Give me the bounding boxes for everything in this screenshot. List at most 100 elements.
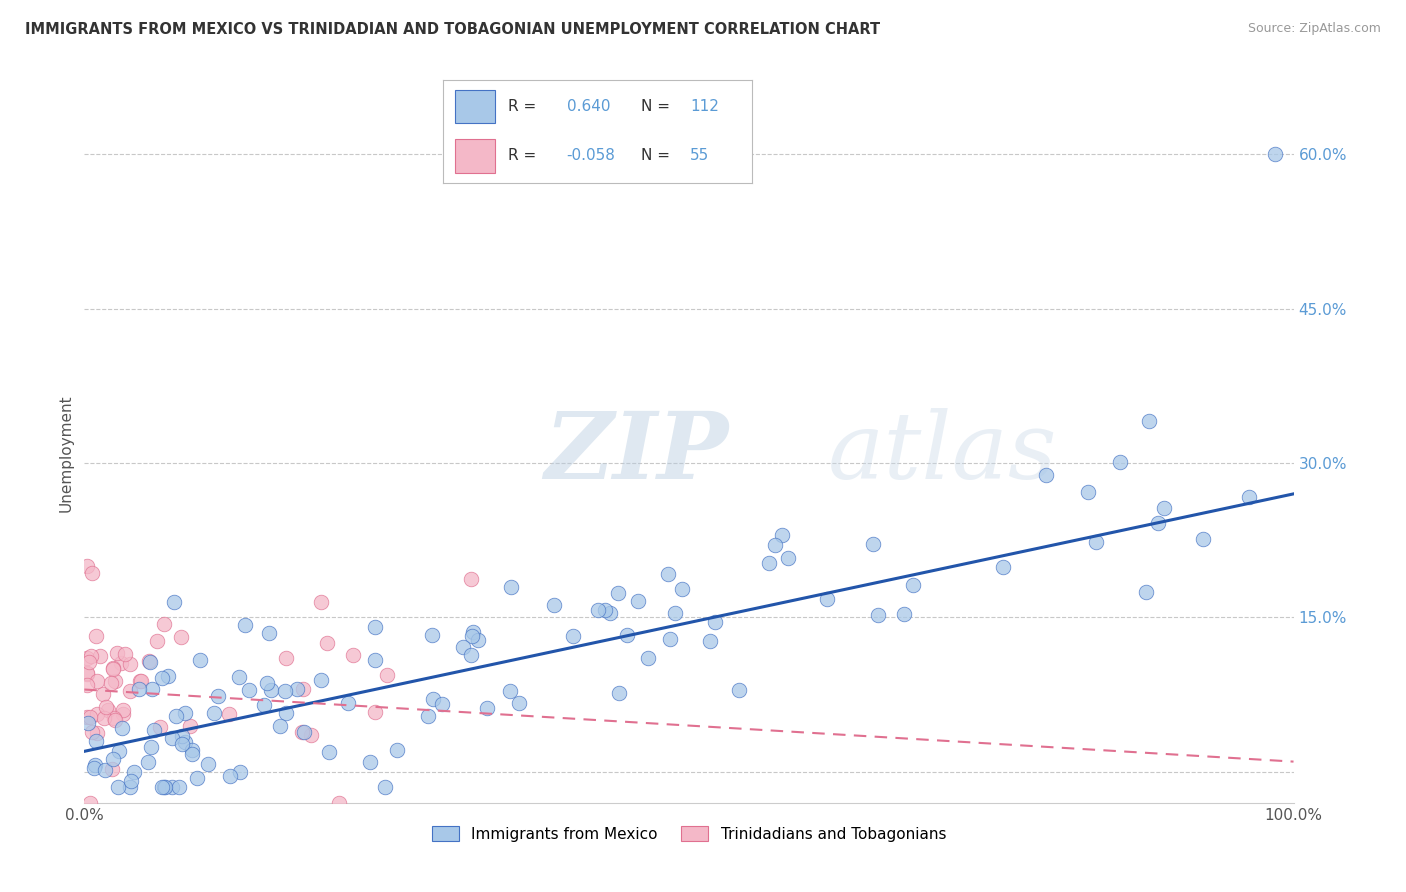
Point — [129, 674, 152, 689]
Point — [993, 559, 1015, 574]
Point — [141, 682, 163, 697]
Point — [728, 682, 751, 697]
Point — [269, 719, 291, 733]
Text: atlas: atlas — [828, 408, 1057, 498]
Point — [607, 586, 630, 600]
Point — [91, 688, 114, 702]
Point — [893, 607, 915, 622]
Point — [76, 667, 98, 681]
Point — [616, 628, 638, 642]
Point — [256, 676, 278, 690]
Point — [160, 731, 183, 745]
Point — [318, 745, 340, 759]
Point — [100, 676, 122, 690]
Point — [364, 620, 387, 634]
Point — [118, 780, 141, 795]
Point — [1085, 535, 1108, 549]
Point — [274, 651, 297, 665]
Point — [77, 716, 100, 731]
Point — [595, 603, 617, 617]
Bar — [456, 89, 495, 123]
Point — [586, 603, 609, 617]
Point — [285, 681, 308, 696]
Point — [122, 765, 145, 780]
Point — [901, 578, 924, 592]
Point — [170, 737, 193, 751]
Point — [86, 707, 108, 722]
Point — [94, 700, 117, 714]
Point — [145, 633, 167, 648]
Point — [186, 771, 208, 785]
Point — [76, 558, 98, 573]
Point — [309, 673, 332, 688]
Point — [461, 624, 484, 639]
Point — [422, 628, 444, 642]
Point — [167, 780, 190, 795]
Point — [101, 662, 124, 676]
Legend: Immigrants from Mexico, Trinidadians and Tobagonians: Immigrants from Mexico, Trinidadians and… — [426, 820, 952, 847]
Point — [233, 618, 256, 632]
Text: 0.640: 0.640 — [567, 99, 610, 114]
Point — [359, 755, 381, 769]
Point — [79, 796, 101, 810]
Point — [104, 674, 127, 689]
Point — [160, 780, 183, 795]
Point — [120, 774, 142, 789]
Point — [1137, 415, 1160, 429]
Point — [82, 566, 104, 580]
Point — [430, 697, 453, 711]
Point — [1264, 147, 1286, 161]
Text: R =: R = — [508, 148, 536, 163]
Point — [342, 648, 364, 662]
Point — [385, 743, 408, 757]
Point — [105, 646, 128, 660]
Point — [1035, 468, 1057, 483]
Point — [229, 765, 252, 780]
Point — [337, 696, 360, 710]
Point — [260, 683, 283, 698]
Point — [103, 751, 125, 765]
Point — [138, 654, 160, 668]
Point — [637, 651, 659, 665]
Point — [76, 710, 98, 724]
Point — [86, 674, 108, 689]
Point — [868, 607, 890, 622]
Point — [136, 755, 159, 769]
Point — [207, 690, 229, 704]
Point — [101, 762, 124, 776]
Point — [170, 630, 193, 644]
Point — [76, 651, 98, 665]
Point — [364, 705, 387, 719]
Point — [416, 709, 439, 723]
Point — [94, 764, 117, 778]
Point — [172, 729, 194, 743]
Point — [204, 706, 226, 721]
Point — [508, 696, 530, 710]
Point — [475, 701, 498, 715]
Point — [150, 780, 173, 795]
Text: IMMIGRANTS FROM MEXICO VS TRINIDADIAN AND TOBAGONIAN UNEMPLOYMENT CORRELATION CH: IMMIGRANTS FROM MEXICO VS TRINIDADIAN AN… — [25, 22, 880, 37]
Point — [110, 656, 132, 670]
Point — [664, 606, 686, 620]
Point — [174, 734, 197, 748]
Point — [197, 757, 219, 772]
Point — [699, 634, 721, 648]
Bar — [456, 139, 495, 173]
Point — [703, 615, 725, 629]
Point — [315, 636, 337, 650]
Point — [111, 703, 134, 717]
Point — [499, 580, 522, 594]
Point — [292, 725, 315, 739]
Point — [1077, 485, 1099, 500]
Point — [108, 744, 131, 758]
Point — [758, 557, 780, 571]
Point — [80, 725, 103, 739]
Point — [228, 669, 250, 683]
Point — [86, 726, 108, 740]
Point — [103, 710, 125, 724]
Point — [364, 653, 387, 667]
Point — [188, 653, 211, 667]
Point — [76, 678, 98, 692]
Point — [153, 780, 176, 795]
Point — [659, 632, 682, 647]
